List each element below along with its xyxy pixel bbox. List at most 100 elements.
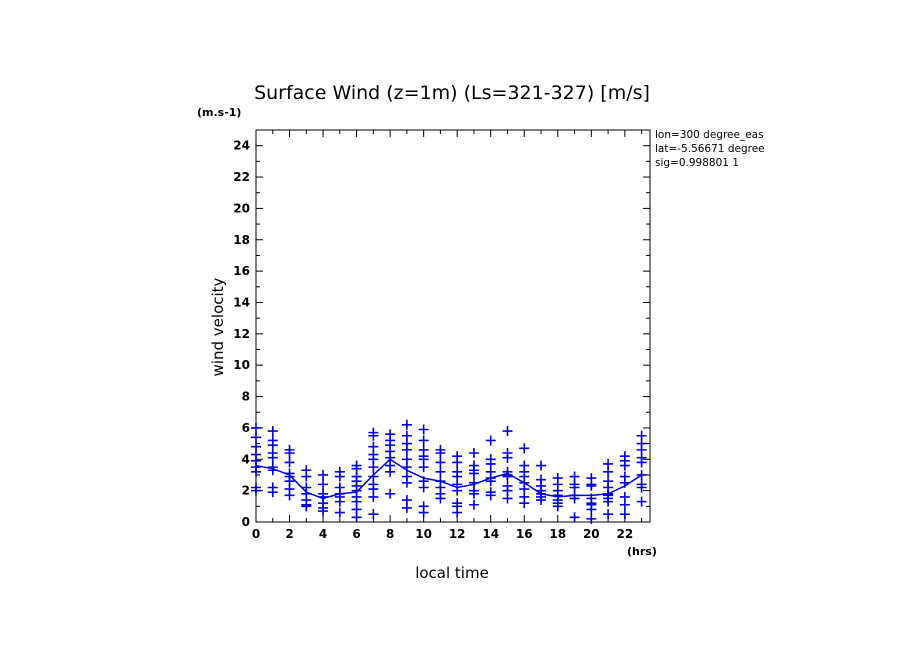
data-point [468, 488, 479, 499]
data-point [385, 488, 396, 499]
data-point [502, 493, 513, 504]
x-tick-label: 10 [415, 527, 432, 541]
x-tick-label: 2 [285, 527, 293, 541]
data-point [301, 471, 312, 482]
data-point [318, 479, 329, 490]
y-tick-label: 14 [233, 295, 250, 309]
y-tick-label: 2 [242, 484, 250, 498]
data-point [636, 457, 647, 468]
data-point [318, 469, 329, 480]
x-tick-label: 14 [482, 527, 499, 541]
data-point [267, 487, 278, 498]
x-tick-label: 8 [386, 527, 394, 541]
y-tick-label: 20 [233, 201, 250, 215]
data-point [435, 457, 446, 468]
data-point [368, 491, 379, 502]
x-axis-label: local time [415, 564, 489, 582]
x-tick-label: 4 [319, 527, 327, 541]
y-tick-label: 16 [233, 264, 250, 278]
data-point [401, 502, 412, 513]
data-point [318, 506, 329, 517]
x-tick-label: 16 [516, 527, 533, 541]
data-point [334, 471, 345, 482]
y-tick-label: 24 [233, 139, 250, 153]
data-point [485, 490, 496, 501]
y-axis-label: wind velocity [209, 277, 227, 376]
data-point [603, 466, 614, 477]
data-point [636, 496, 647, 507]
data-point [284, 457, 295, 468]
data-point [536, 495, 547, 506]
data-point [586, 480, 597, 491]
data-point [452, 457, 463, 468]
x-tick-label: 22 [616, 527, 633, 541]
data-point [267, 426, 278, 437]
y-tick-label: 18 [233, 233, 250, 247]
x-tick-label: 18 [549, 527, 566, 541]
data-point [418, 482, 429, 493]
data-point [502, 426, 513, 437]
data-points [251, 419, 647, 524]
data-point [586, 513, 597, 524]
data-point [619, 499, 630, 510]
y-tick-label: 12 [233, 327, 250, 341]
data-point [603, 496, 614, 507]
x-tick-label: 12 [449, 527, 466, 541]
data-point [301, 501, 312, 512]
y-tick-label: 8 [242, 390, 250, 404]
data-point [418, 507, 429, 518]
info-lat: lat=-5.56671 degree [655, 143, 765, 155]
x-tick-label: 6 [352, 527, 360, 541]
data-point [468, 468, 479, 479]
data-point [468, 499, 479, 510]
chart-title: Surface Wind (z=1m) (Ls=321-327) [m/s] [254, 82, 650, 104]
data-point [418, 462, 429, 473]
y-tick-label: 4 [242, 452, 250, 466]
x-axis-unit: (hrs) [627, 545, 657, 558]
data-point [418, 435, 429, 446]
data-point [385, 466, 396, 477]
data-point [636, 482, 647, 493]
data-point [251, 466, 261, 477]
data-point [536, 460, 547, 471]
data-point [468, 448, 479, 459]
data-point [552, 501, 563, 512]
data-point [368, 509, 379, 520]
data-point [401, 419, 412, 430]
data-point [485, 435, 496, 446]
data-point [351, 512, 362, 523]
data-point [435, 466, 446, 477]
info-lon: lon=300 degree_eas [655, 129, 764, 141]
data-point [368, 430, 379, 441]
data-point [519, 443, 530, 454]
y-axis-unit: (m.s-1) [197, 106, 241, 119]
data-point [435, 493, 446, 504]
y-tick-label: 0 [242, 515, 250, 529]
data-point [603, 509, 614, 520]
info-sig: sig=0.998801 1 [655, 157, 739, 169]
data-point [251, 432, 261, 443]
plot-frame [255, 129, 651, 523]
data-point [334, 507, 345, 518]
data-point [502, 452, 513, 463]
data-point [368, 462, 379, 473]
data-point [619, 509, 630, 520]
x-tick-label: 20 [583, 527, 600, 541]
y-tick-label: 10 [233, 358, 250, 372]
data-point [569, 512, 580, 523]
mean-line [255, 458, 643, 500]
data-point [435, 448, 446, 459]
y-tick-label: 22 [233, 170, 250, 184]
data-point [251, 485, 261, 496]
data-point [251, 422, 261, 433]
data-point [619, 460, 630, 471]
data-point [334, 496, 345, 507]
data-point [267, 452, 278, 463]
info-box: lon=300 degree_eas lat=-5.56671 degree s… [655, 129, 765, 169]
data-point [519, 498, 530, 509]
y-tick-label: 6 [242, 421, 250, 435]
data-point [284, 490, 295, 501]
x-tick-label: 0 [252, 527, 260, 541]
